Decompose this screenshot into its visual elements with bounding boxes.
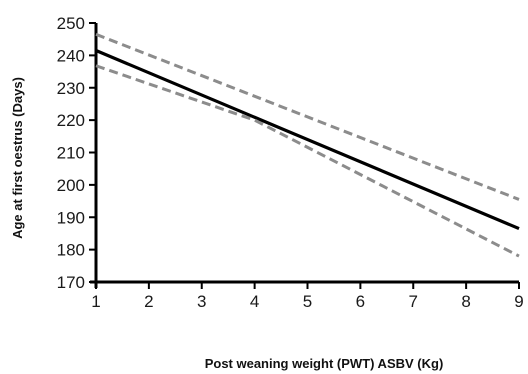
x-tick-label: 4 [250,292,259,311]
y-axis-title: Age at first oestrus (Days) [10,77,25,239]
upper-bound-line [95,32,520,201]
y-tick-label: 230 [57,79,85,98]
fit-line [95,49,520,231]
x-axis-title: Post weaning weight (PWT) ASBV (Kg) [205,356,444,371]
x-tick-label: 7 [409,292,418,311]
x-tick-label: 2 [144,292,153,311]
axes: 170 180 190 200 210 220 230 240 250 1 2 3 4 5 6 7 8 9 [57,14,524,311]
y-tick-label: 180 [57,241,85,260]
x-tick-label: 3 [197,292,206,311]
x-tick-label: 1 [91,292,100,311]
y-tick-label: 210 [57,144,85,163]
x-tick-label: 8 [461,292,470,311]
y-tick-label: 240 [57,46,85,65]
y-tick-label: 200 [57,176,85,195]
x-tick-label: 5 [303,292,312,311]
x-tick-label: 9 [514,292,523,311]
series-lines [95,32,520,258]
y-tick-label: 190 [57,208,85,227]
y-tick-label: 220 [57,111,85,130]
y-tick-label: 170 [57,273,85,292]
y-tick-label: 250 [57,14,85,33]
x-tick-label: 6 [356,292,365,311]
lower-bound-line [95,64,520,258]
